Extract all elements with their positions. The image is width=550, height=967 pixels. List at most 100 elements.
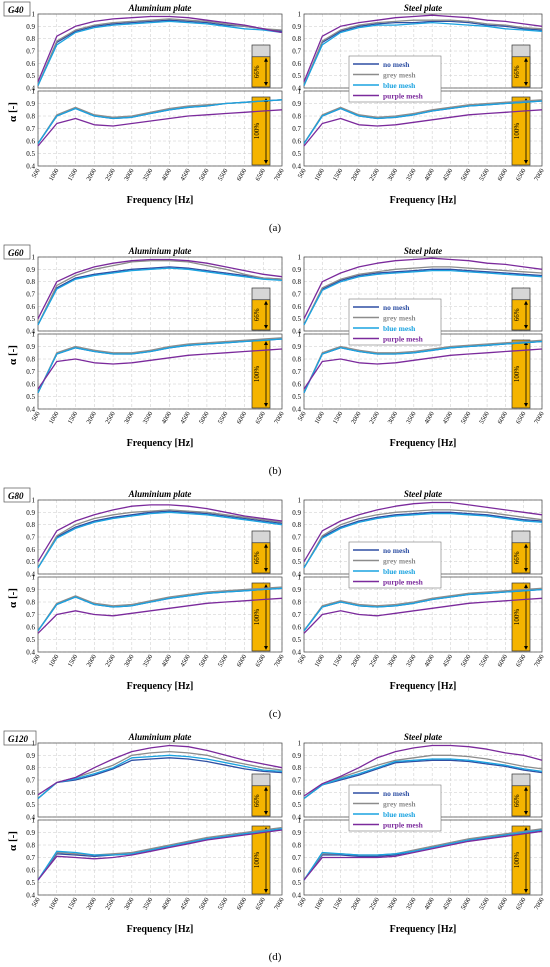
series-line-no-mesh (303, 759, 543, 800)
x-tick-label: 5500 (478, 654, 491, 669)
y-tick-label: 0.8 (292, 356, 301, 364)
x-tick-label: 6500 (254, 411, 267, 426)
y-tick-label: 0.7 (26, 611, 35, 619)
inset-arrow-head-down (524, 403, 528, 407)
x-tick-label: 1000 (313, 411, 326, 426)
x-tick-label: 5000 (198, 411, 211, 426)
y-tick-label: 0.9 (292, 23, 301, 31)
y-tick-label: 0.9 (292, 100, 301, 108)
x-tick-label: 500 (297, 654, 308, 666)
inset-fill-region (251, 785, 271, 817)
x-tick-label: 5500 (478, 411, 491, 426)
x-tick-label: 3500 (142, 411, 155, 426)
x-tick-label: 2000 (350, 411, 363, 426)
y-tick-label: 0.7 (292, 777, 301, 785)
panel-label-box (3, 730, 37, 746)
aluminium-top-plot: 0.4 0.5 0.6 0.7 0.8 0.9 1 66% (26, 254, 283, 336)
x-tick-label: 1000 (313, 654, 326, 669)
inset-fill-region (511, 542, 531, 574)
legend-label: purple mesh (383, 92, 424, 101)
panel-d: G120 Aluminium plate Steel plate α [-] Frequ… (3, 730, 546, 963)
x-tick-label: 5000 (198, 897, 211, 912)
panel-caption: (b) (269, 465, 282, 477)
x-tick-label: 1500 (67, 411, 80, 426)
legend-label: blue mesh (383, 324, 416, 333)
x-tick-label: 3500 (405, 168, 418, 183)
y-tick-label: 0.7 (26, 125, 35, 133)
x-tick-label: 500 (31, 897, 42, 909)
inset-arrow-head-down (264, 325, 268, 329)
x-tick-label: 5000 (460, 411, 473, 426)
x-tick-label: 4500 (442, 654, 455, 669)
plot-frame (37, 819, 283, 896)
y-axis-label: α [-] (7, 345, 19, 365)
column-title: Steel plate (404, 732, 442, 742)
y-tick-label: 0.5 (26, 879, 35, 887)
y-tick-label: 0.6 (292, 381, 301, 389)
y-tick-label: 0.8 (292, 764, 301, 772)
x-tick-label: 1500 (67, 897, 80, 912)
inset-arrow-head-down (264, 646, 268, 650)
plot-frame (37, 90, 283, 167)
series-line-blue-mesh (303, 100, 543, 144)
x-tick-label: 4500 (442, 897, 455, 912)
y-tick-label: 0.7 (292, 125, 301, 133)
inset-arrow-head-down (264, 403, 268, 407)
x-tick-label: 7000 (273, 654, 286, 669)
x-tick-label: 5500 (217, 168, 230, 183)
legend-label: purple mesh (383, 578, 424, 587)
series-line-blue-mesh (303, 512, 543, 569)
x-tick-label: 6000 (236, 897, 249, 912)
inset-percent-label: 66% (253, 65, 261, 78)
y-tick-label: 0.5 (26, 393, 35, 401)
series-line-grey-mesh (303, 509, 543, 569)
y-tick-label: 1 (298, 331, 302, 339)
y-tick-label: 0.7 (26, 48, 35, 56)
y-tick-label: 0.8 (292, 113, 301, 121)
inset-arrow-head-up (264, 543, 268, 548)
legend-label: grey mesh (383, 71, 416, 80)
series-line-purple-mesh (303, 257, 543, 319)
y-tick-label: 0.8 (292, 599, 301, 607)
x-tick-label: 1500 (332, 168, 345, 183)
x-tick-label: 5500 (217, 897, 230, 912)
y-tick-label: 1 (298, 11, 302, 19)
y-tick-label: 1 (32, 574, 36, 582)
x-tick-label: 7000 (273, 897, 286, 912)
y-tick-label: 0.8 (292, 521, 301, 529)
y-tick-label: 0.6 (26, 867, 35, 875)
series-line-grey-mesh (37, 260, 283, 326)
x-tick-label: 4500 (179, 654, 192, 669)
inset-fill-region (251, 56, 271, 88)
series-line-purple-mesh (37, 109, 283, 147)
y-tick-label: 0.8 (292, 278, 301, 286)
x-tick-label: 4000 (161, 654, 174, 669)
column-title: Aluminium plate (128, 732, 192, 742)
x-tick-label: 3000 (387, 654, 400, 669)
y-tick-label: 0.4 (292, 163, 301, 171)
x-axis-label: Frequency [Hz] (390, 195, 457, 206)
x-tick-label: 3500 (405, 654, 418, 669)
x-tick-label: 5000 (460, 897, 473, 912)
x-axis-label: Frequency [Hz] (127, 195, 194, 206)
y-tick-label: 0.6 (292, 546, 301, 554)
series-line-purple-mesh (303, 109, 543, 147)
inset-fill-region (251, 542, 271, 574)
inset-arrow-head-down (524, 811, 528, 815)
inset-fill-region (511, 339, 531, 409)
x-axis-label: Frequency [Hz] (127, 438, 194, 449)
y-tick-label: 0.5 (26, 315, 35, 323)
x-tick-label: 2000 (85, 654, 98, 669)
y-tick-label: 1 (298, 817, 302, 825)
x-tick-label: 4000 (161, 897, 174, 912)
x-tick-label: 3500 (142, 168, 155, 183)
series-line-blue-mesh (303, 829, 543, 881)
series-line-blue-mesh (37, 20, 283, 86)
inset-percent-label: 100% (253, 123, 261, 140)
x-tick-label: 4500 (179, 168, 192, 183)
aluminium-top-plot: 0.4 0.5 0.6 0.7 0.8 0.9 1 66% (26, 740, 283, 822)
column-title: Aluminium plate (128, 489, 192, 499)
x-tick-label: 2500 (368, 168, 381, 183)
